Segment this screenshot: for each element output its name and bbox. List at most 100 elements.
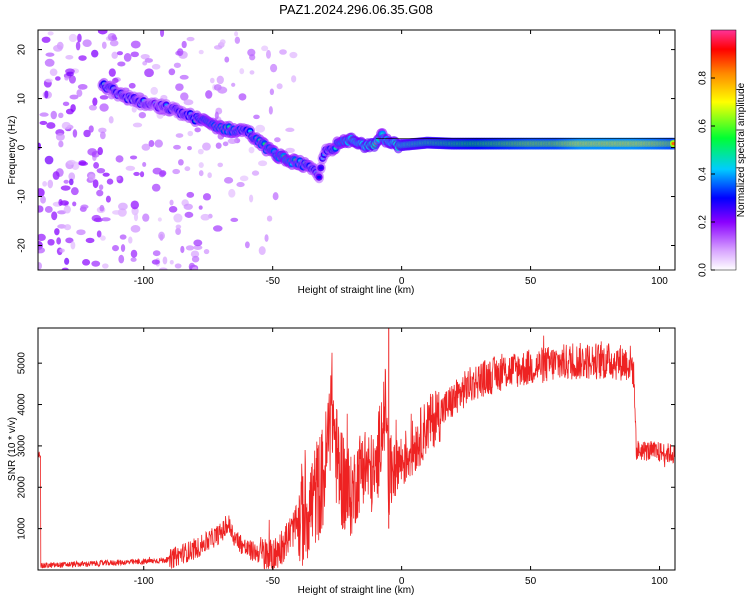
spectrogram-noise-blob <box>207 172 212 179</box>
spectrogram-noise-blob <box>130 200 140 210</box>
spectrogram-noise-blob <box>63 224 72 231</box>
spectrogram-noise-blob <box>248 146 255 154</box>
spectrogram-noise-blob <box>96 167 106 174</box>
x-tick-label: 0 <box>399 276 405 287</box>
spectrogram-noise-blob <box>141 143 151 151</box>
spectrogram-noise-blob <box>87 148 98 156</box>
spectrogram-noise-blob <box>108 68 116 77</box>
spectrogram-noise-blob <box>72 129 78 138</box>
spectrogram-noise-blob <box>44 90 49 99</box>
spectrogram-noise-blob <box>216 75 224 85</box>
snr-marks <box>38 328 675 570</box>
spectrogram-noise-blob <box>175 133 184 138</box>
spectrogram-noise-blob <box>41 36 51 43</box>
spectrogram-noise-blob <box>253 114 260 120</box>
spectrogram-noise-blob <box>120 244 126 252</box>
spectrogram-frame <box>37 29 676 271</box>
spectrogram-noise-blob <box>266 215 273 222</box>
spectrogram-noise-blob <box>105 195 111 203</box>
spectrogram-noise-blob <box>106 178 114 185</box>
spectrogram-noise-blob <box>61 267 69 270</box>
spectrogram-noise-blob <box>38 247 46 254</box>
spectrogram-noise-blob <box>58 199 63 206</box>
spectrogram-noise-blob <box>39 112 49 117</box>
spectrogram-noise-blob <box>123 53 132 62</box>
spectrogram-noise-blob <box>223 177 234 184</box>
colorbar-label: Normalized spectral amplitude <box>736 82 747 217</box>
spectrogram-noise-blob <box>193 239 203 247</box>
spectrogram-noise-blob <box>202 193 211 201</box>
x-tick-label: -100 <box>134 576 154 587</box>
spectrogram-noise-blob <box>173 213 183 223</box>
spectrogram-noise-blob <box>203 248 210 255</box>
spectrogram-noise-blob <box>58 112 64 119</box>
spectrogram-noise-blob <box>69 94 79 100</box>
spectrogram-noise-blob <box>40 195 46 204</box>
spectrogram-noise-blob <box>187 145 192 151</box>
spectrogram-noise-blob <box>172 168 181 175</box>
spectrogram-noise-blob <box>151 183 161 192</box>
spectrogram-noise-blob <box>200 213 211 221</box>
spectrogram-noise-blob <box>38 142 41 150</box>
spectrogram-noise-blob <box>118 202 128 211</box>
spectrogram-x-label: Height of straight line (km) <box>298 285 415 296</box>
spectrogram-noise-blob <box>77 84 88 90</box>
snr-y-label: SNR (10 * v/v) <box>7 417 18 481</box>
spectrogram-noise-blob <box>111 51 118 59</box>
spectrogram-noise-blob <box>88 173 96 182</box>
spectrogram-noise-blob <box>54 228 60 236</box>
spectrogram-noise-blob <box>239 175 249 182</box>
spectrogram-noise-blob <box>249 194 254 203</box>
snr-series-line <box>38 335 675 570</box>
spectrogram-noise-blob <box>76 89 83 97</box>
spectrogram-noise-blob <box>112 210 122 215</box>
spectrogram-noise-blob <box>76 229 86 236</box>
spectrogram-noise-blob <box>85 237 95 244</box>
spectrogram-noise-blob <box>82 39 92 47</box>
spectrogram-noise-blob <box>268 106 273 115</box>
spectrogram-marks <box>38 30 675 270</box>
spectrogram-noise-blob <box>99 204 105 212</box>
spectrogram-noise-blob <box>116 51 124 56</box>
spectrogram-noise-blob <box>62 101 70 107</box>
spectrogram-noise-blob <box>112 77 119 84</box>
spectrogram-noise-blob <box>50 110 57 120</box>
spectrogram-noise-blob <box>142 162 147 167</box>
snr-panel: -100 -50 0 50 100 1000 2000 3000 4000 5000 Heigh… <box>7 327 676 596</box>
spectrogram-noise-blob <box>38 262 42 270</box>
colorbar: 0.0 0.2 0.4 0.6 0.8 Normalized spectral ampl… <box>698 29 747 277</box>
colorbar-tick-label: 0.2 <box>698 215 709 229</box>
spectrogram-noise-blob <box>53 44 63 52</box>
spectrogram-noise-blob <box>116 176 121 181</box>
spectrogram-noise-blob <box>70 104 76 113</box>
spectrogram-noise-blob <box>119 234 127 240</box>
spectrogram-noise-blob <box>279 49 287 55</box>
spectrogram-noise-blob <box>88 104 97 111</box>
spectrogram-noise-blob <box>144 68 154 78</box>
spectrogram-noise-blob <box>63 179 69 184</box>
spectrogram-noise-blob <box>186 36 195 42</box>
spectrogram-noise-blob <box>158 267 168 270</box>
x-tick-label: 50 <box>525 576 537 587</box>
spectrogram-noise-blob <box>198 170 204 177</box>
colorbar-tick-label: 0.8 <box>698 71 709 85</box>
spectrogram-noise-blob <box>91 260 101 267</box>
spectrogram-noise-blob <box>55 76 61 81</box>
spectrogram-noise-blob <box>56 237 62 245</box>
spectrogram-noise-blob <box>66 71 74 77</box>
spectrogram-noise-blob <box>212 225 223 232</box>
spectrogram-noise-blob <box>101 217 111 222</box>
spectrogram-noise-blob <box>183 99 194 106</box>
spectrogram-noise-blob <box>117 208 127 217</box>
y-tick-label: 20 <box>17 44 28 56</box>
spectrogram-noise-blob <box>101 41 107 49</box>
spectrogram-noise-blob <box>247 48 256 57</box>
spectrogram-noise-blob <box>77 33 82 43</box>
spectrogram-noise-blob <box>108 116 114 124</box>
y-tick-label: 2000 <box>17 476 28 499</box>
spectrogram-noise-blob <box>291 75 297 83</box>
spectrogram-noise-blob <box>152 167 163 175</box>
spectrogram-noise-blob <box>138 111 147 119</box>
spectrogram-ridge-core <box>671 142 675 146</box>
spectrogram-noise-blob <box>258 246 266 256</box>
